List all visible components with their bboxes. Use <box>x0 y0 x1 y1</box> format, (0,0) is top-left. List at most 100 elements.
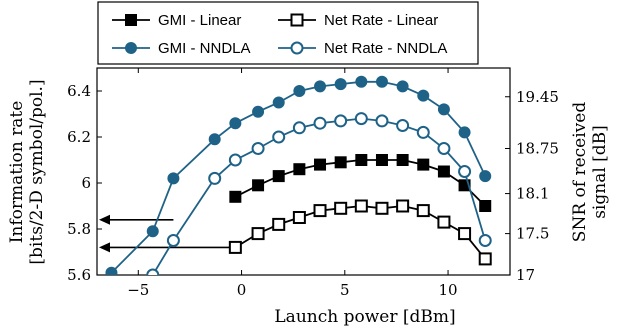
y-tick-label-right: 17 <box>516 266 535 284</box>
data-point <box>334 114 348 128</box>
y-tick-label-right: 18.75 <box>516 140 559 158</box>
data-point <box>479 170 492 183</box>
y-tick-label-left: 6 <box>81 174 91 192</box>
legend: GMI - Linear Net Rate - Linear GMI - NND… <box>97 1 479 65</box>
legend-label-netrate-nndla: Net Rate - NNDLA <box>324 40 447 57</box>
data-point <box>272 217 286 231</box>
data-point <box>292 121 306 135</box>
data-point <box>458 126 471 139</box>
data-point <box>272 170 285 183</box>
annotation-arrow-head <box>99 214 110 225</box>
y-axis-label-left-line2: [bits/2-D symbol/pol.] <box>27 79 47 264</box>
data-point <box>458 165 472 178</box>
data-point <box>293 163 306 176</box>
data-point <box>146 225 159 238</box>
y-tick-label-right: 19.45 <box>516 88 559 106</box>
data-point <box>314 80 327 93</box>
y-axis-label-right: SNR of received <box>570 102 590 243</box>
legend-label-gmi-linear: GMI - Linear <box>158 12 241 29</box>
data-point <box>396 154 409 166</box>
plot-area <box>96 67 511 276</box>
data-point <box>458 227 472 241</box>
data-point <box>375 114 389 128</box>
data-point <box>228 240 242 254</box>
data-point <box>478 234 492 247</box>
series-line <box>234 205 486 260</box>
series-2 <box>105 75 492 275</box>
data-point <box>458 179 471 192</box>
data-point <box>396 119 410 132</box>
series-3 <box>106 112 492 327</box>
y-tick-label-left: 5.8 <box>67 220 91 238</box>
data-point <box>251 227 265 241</box>
data-point <box>355 154 368 166</box>
data-point <box>437 103 450 116</box>
data-point <box>272 130 286 144</box>
data-point <box>166 234 180 247</box>
legend-box <box>97 1 479 65</box>
x-axis-label: Launch power [dBm] <box>274 307 455 327</box>
data-point <box>437 142 451 155</box>
y-tick-label-left: 6.2 <box>67 128 91 146</box>
data-point <box>334 156 347 169</box>
data-point <box>208 133 221 146</box>
data-point <box>396 80 409 93</box>
x-tick-label: −5 <box>127 281 149 299</box>
data-point <box>229 190 242 203</box>
legend-marker <box>290 13 304 27</box>
x-tick-label: 0 <box>237 281 247 299</box>
y-tick-label-right: 17.5 <box>516 225 549 243</box>
data-point <box>416 125 430 139</box>
data-point <box>334 78 347 91</box>
y-tick-label-left: 6.4 <box>67 82 91 100</box>
y-tick-label-right: 18.1 <box>516 185 549 203</box>
data-point <box>293 85 306 97</box>
data-point <box>437 215 451 229</box>
data-point <box>375 201 389 215</box>
data-point <box>105 266 118 275</box>
series-1 <box>228 199 492 266</box>
annotation-arrow-head <box>99 242 110 253</box>
data-point <box>228 153 242 167</box>
data-point <box>354 112 368 126</box>
legend-label-gmi-nndla: GMI - NNDLA <box>158 40 251 57</box>
data-point <box>314 158 327 171</box>
data-point <box>416 204 430 218</box>
data-point <box>252 105 265 118</box>
data-point <box>417 89 430 102</box>
data-point <box>208 171 222 185</box>
data-point <box>167 172 180 185</box>
data-point <box>479 200 492 212</box>
data-point <box>354 199 368 213</box>
legend-marker <box>290 41 304 55</box>
plot-frame <box>96 67 511 276</box>
data-point <box>106 316 117 327</box>
data-point <box>334 201 348 215</box>
data-point <box>251 142 265 155</box>
data-point <box>229 117 242 130</box>
x-tick-label: 5 <box>340 281 350 299</box>
series-0 <box>229 154 492 212</box>
data-point <box>355 75 368 88</box>
data-point <box>313 116 327 130</box>
data-point <box>375 75 388 88</box>
data-point <box>272 96 285 109</box>
data-point <box>252 179 265 192</box>
tick-layer: −5 0 5 10 5.6 5.8 6 6.2 6.4 17 17.5 18.1 18.75 19.45 <box>67 68 559 299</box>
y-axis-label-left: Information rate <box>7 101 27 244</box>
data-point <box>292 211 306 224</box>
data-point <box>146 268 160 275</box>
y-tick-label-left: 5.6 <box>67 266 91 284</box>
legend-marker <box>125 14 137 26</box>
data-point <box>313 204 327 218</box>
data-point <box>417 158 430 171</box>
series-layer <box>99 75 492 327</box>
data-point <box>396 199 410 213</box>
data-point <box>437 165 450 178</box>
legend-marker <box>125 42 137 54</box>
y-axis-label-right-line2: signal [dB] <box>590 125 610 219</box>
x-tick-label: 10 <box>439 281 458 299</box>
data-point <box>478 252 492 266</box>
legend-label-netrate-linear: Net Rate - Linear <box>324 12 438 29</box>
